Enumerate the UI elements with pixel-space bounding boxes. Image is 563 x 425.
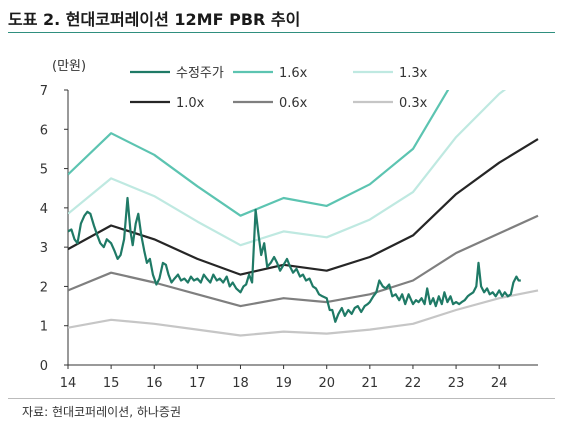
y-tick-label: 0 bbox=[40, 359, 48, 374]
y-tick-label: 5 bbox=[40, 163, 48, 178]
y-tick-label: 6 bbox=[40, 123, 48, 138]
x-tick-label: 22 bbox=[405, 376, 422, 391]
x-tick-label: 20 bbox=[318, 376, 335, 391]
series-line-pbr-1-6 bbox=[68, 90, 450, 217]
title-divider bbox=[8, 32, 555, 33]
legend-item-pbr-0-6: 0.6x bbox=[233, 96, 308, 111]
x-tick-label: 24 bbox=[491, 376, 508, 391]
legend-item-price: 수정주가 bbox=[130, 66, 224, 81]
legend-label: 1.3x bbox=[399, 66, 428, 81]
x-tick-label: 15 bbox=[103, 376, 120, 391]
series-line-pbr-1-0 bbox=[68, 138, 539, 276]
legend-label: 1.6x bbox=[279, 66, 308, 81]
series-line-pbr-0-6 bbox=[68, 214, 539, 308]
legend-item-pbr-1-3: 1.3x bbox=[353, 66, 428, 81]
x-tick-label: 16 bbox=[146, 376, 163, 391]
legend-item-pbr-1-6: 1.6x bbox=[233, 66, 308, 81]
x-tick-label: 23 bbox=[448, 376, 465, 391]
source-note: 자료: 현대코퍼레이션, 하나증권 bbox=[22, 405, 182, 419]
x-tick-label: 18 bbox=[232, 376, 249, 391]
series-line-pbr-0-3 bbox=[68, 289, 539, 337]
y-tick-label: 7 bbox=[40, 84, 48, 99]
y-tick-label: 3 bbox=[40, 241, 48, 256]
y-tick-label: 4 bbox=[40, 202, 48, 217]
y-tick-label: 2 bbox=[40, 280, 48, 295]
legend-label: 0.6x bbox=[279, 96, 308, 111]
series-line-pbr-1-3 bbox=[68, 90, 507, 247]
x-tick-label: 17 bbox=[189, 376, 206, 391]
series-line-price bbox=[68, 196, 521, 323]
legend-label: 수정주가 bbox=[176, 66, 224, 81]
source-divider bbox=[8, 398, 555, 399]
legend-label: 1.0x bbox=[176, 96, 205, 111]
y-tick-label: 1 bbox=[40, 320, 48, 335]
x-tick-label: 14 bbox=[60, 376, 77, 391]
legend-item-pbr-0-3: 0.3x bbox=[353, 96, 428, 111]
legend-label: 0.3x bbox=[399, 96, 428, 111]
x-tick-label: 19 bbox=[275, 376, 292, 391]
x-tick-label: 21 bbox=[362, 376, 379, 391]
chart-title: 도표 2. 현대코퍼레이션 12MF PBR 추이 bbox=[8, 10, 301, 29]
legend-item-pbr-1-0: 1.0x bbox=[130, 96, 205, 111]
y-unit-label: (만원) bbox=[52, 59, 86, 74]
